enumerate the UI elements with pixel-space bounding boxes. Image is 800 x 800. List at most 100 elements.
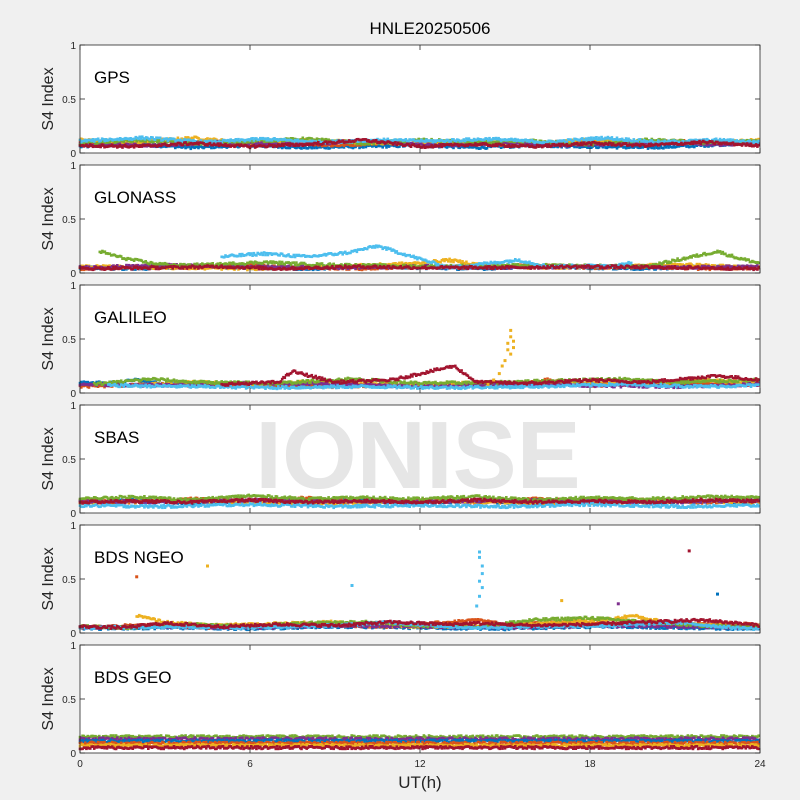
data-point [615,147,619,150]
data-point [430,144,433,147]
data-point [85,143,88,146]
data-point [324,140,328,143]
data-point [743,142,746,146]
data-point [502,143,505,147]
data-point [653,143,656,147]
data-point [645,267,648,270]
data-point [632,138,636,141]
data-point [490,144,494,148]
data-point [489,142,493,145]
data-point [472,143,476,147]
data-point [128,141,132,145]
data-point [367,139,370,142]
data-point [727,140,731,143]
data-point [301,136,305,140]
data-point [372,144,375,148]
data-point [675,141,678,145]
data-point [659,138,663,142]
data-point [100,143,104,146]
data-point [747,143,750,147]
data-point [195,141,199,144]
data-point [686,139,690,143]
data-point [412,138,415,141]
data-point [342,146,346,149]
data-point [394,141,397,144]
data-point [552,142,556,146]
data-point [562,139,566,142]
data-point [412,143,415,146]
data-point [99,145,102,149]
data-point [644,142,647,145]
data-point [131,140,135,143]
data-point [269,144,272,147]
data-point [293,144,297,148]
data-point [314,140,317,143]
data-point [472,137,476,141]
data-point [328,142,332,146]
data-point [534,146,538,149]
data-point [293,146,297,149]
data-point [586,142,589,145]
data-point [141,135,144,138]
data-point [336,268,339,271]
data-point [749,142,753,146]
data-point [320,141,324,144]
data-point [256,141,259,144]
data-point [695,138,699,142]
data-point [383,144,387,147]
data-point [238,139,241,143]
data-point [711,140,714,143]
data-point [99,139,103,142]
data-point [463,144,467,148]
data-point [628,141,632,145]
data-point [121,146,124,149]
data-point [151,136,154,139]
data-point [641,268,645,271]
data-point [467,137,471,140]
data-point [115,138,118,141]
data-point [600,135,603,139]
data-point [677,145,681,148]
data-point [653,268,656,271]
data-point [354,144,357,147]
data-point [718,137,722,141]
data-point [586,139,589,142]
data-point [368,142,372,146]
data-point [744,144,748,147]
data-point [421,139,424,143]
data-point [93,140,96,143]
data-point [197,146,200,150]
data-point [636,142,639,145]
data-point [163,142,167,145]
data-point [364,142,368,146]
data-point [128,143,132,146]
data-point [757,141,760,145]
data-point [224,142,227,146]
data-point [228,140,231,143]
data-point [501,142,504,145]
data-point [432,145,436,148]
data-point [390,141,393,145]
data-point [260,141,263,144]
data-point [362,146,365,149]
data-point [729,142,732,146]
data-point [278,144,281,148]
data-point [624,142,628,145]
data-point [662,138,665,141]
data-point [695,140,699,144]
data-point [713,140,717,143]
data-point [387,140,391,144]
data-point [592,136,596,140]
data-point [636,268,639,271]
data-point [211,143,214,147]
data-point [654,145,657,148]
panel-data-marks [78,244,760,272]
data-point [490,138,494,141]
data-point [288,146,292,150]
data-point [109,143,113,146]
data-point [626,139,629,143]
data-point [485,137,489,141]
